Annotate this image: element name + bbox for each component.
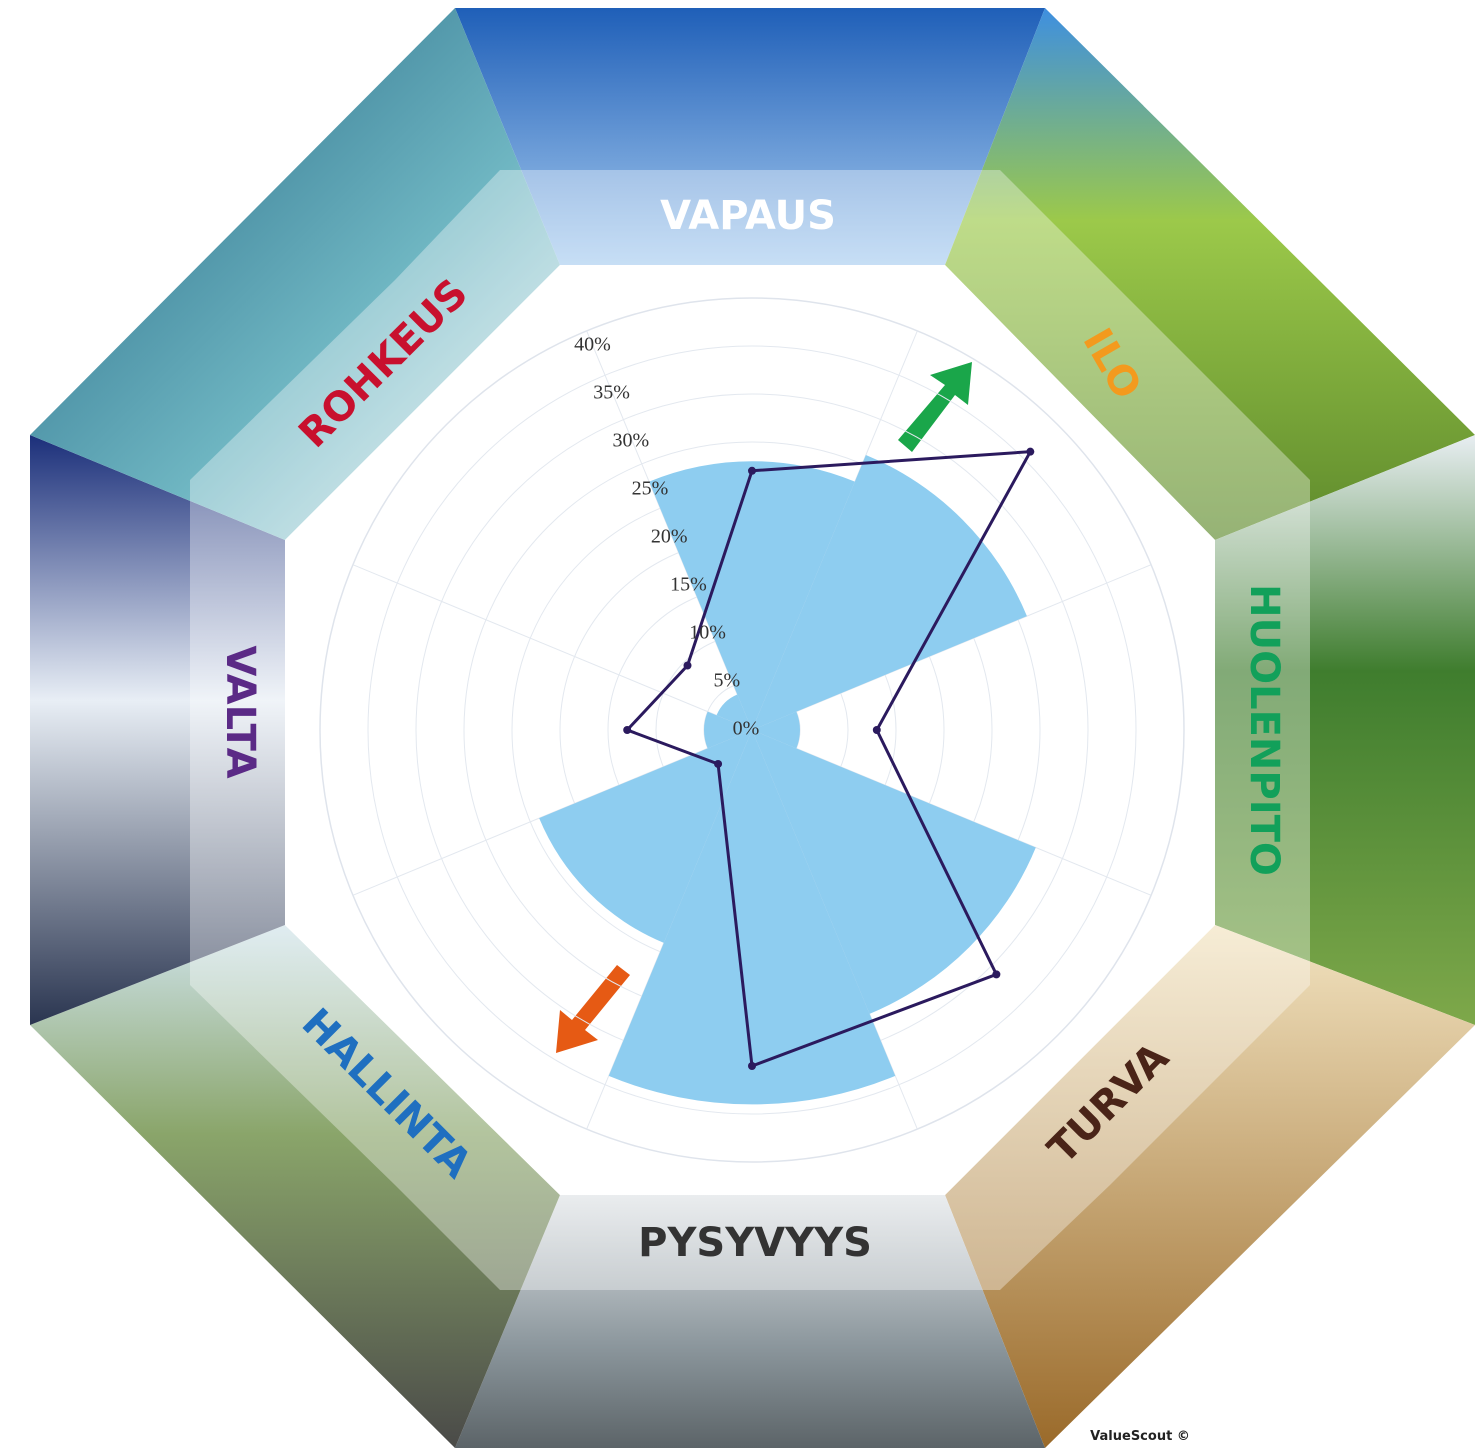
radar-point [748, 466, 756, 475]
grid-spoke [352, 564, 753, 731]
panel-rohkeus [30, 8, 560, 540]
credit: ValueScout © [1090, 1429, 1190, 1444]
category-label: HUOLENPITO [1241, 584, 1287, 876]
r-tick-label: 15% [670, 574, 707, 596]
rose-sector [649, 461, 855, 730]
radar-point [714, 759, 723, 768]
polar-plot: 0% 5% 10% 15% 20% 25% 30% 35% 40% [319, 297, 1185, 1163]
category-label: PYSYVYYS [638, 1220, 872, 1266]
r-tick-label: 0% [733, 718, 760, 740]
rose-sector [704, 711, 752, 749]
arrow-up [898, 362, 972, 452]
rose-sector [752, 711, 800, 749]
category-label: VAPAUS [660, 193, 836, 239]
panel-hallinta [30, 925, 560, 1448]
panel-ilo [945, 8, 1475, 540]
radar-point [623, 726, 632, 734]
r-tick-label: 30% [612, 430, 649, 452]
panel-pysyvyys [455, 1195, 1045, 1448]
r-tick-label: 35% [593, 382, 630, 404]
grid-circle [319, 297, 1185, 1163]
radar-point [992, 970, 1001, 979]
r-tick-label: 40% [574, 334, 611, 356]
arrow-down [556, 965, 630, 1053]
rose-sector [608, 730, 896, 1105]
panel-turva [945, 925, 1475, 1448]
category-label: VALTA [217, 645, 263, 778]
rose-sector [539, 730, 752, 943]
panel-vapaus [455, 8, 1045, 265]
rose-sector [716, 694, 752, 730]
r-tick-label: 20% [651, 526, 688, 548]
grid-circle [367, 345, 1137, 1115]
r-tick-label: 5% [713, 670, 740, 692]
radar-point [683, 661, 692, 670]
radar-point [872, 726, 881, 734]
grid-spoke [352, 729, 753, 896]
panel-huolenpito [1215, 435, 1475, 1025]
panel-valta [30, 435, 285, 1025]
radar-point [1026, 447, 1035, 456]
r-tick-label: 10% [689, 622, 726, 644]
rose-sector [752, 455, 1027, 730]
rose-sector [752, 730, 1036, 1014]
radar-point [748, 1062, 756, 1070]
r-tick-label: 25% [632, 478, 669, 500]
